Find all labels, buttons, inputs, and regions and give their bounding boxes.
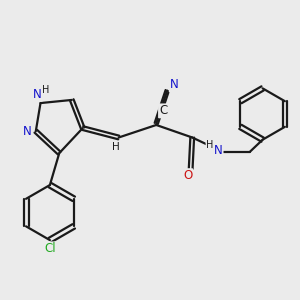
Text: O: O [183,169,192,182]
Text: N: N [33,88,42,101]
Text: H: H [42,85,50,95]
Text: Cl: Cl [44,242,56,255]
Text: N: N [23,125,32,138]
Text: N: N [170,78,178,92]
Text: C: C [159,104,167,117]
Text: N: N [214,144,223,158]
Text: H: H [112,142,119,152]
Text: H: H [206,140,214,150]
